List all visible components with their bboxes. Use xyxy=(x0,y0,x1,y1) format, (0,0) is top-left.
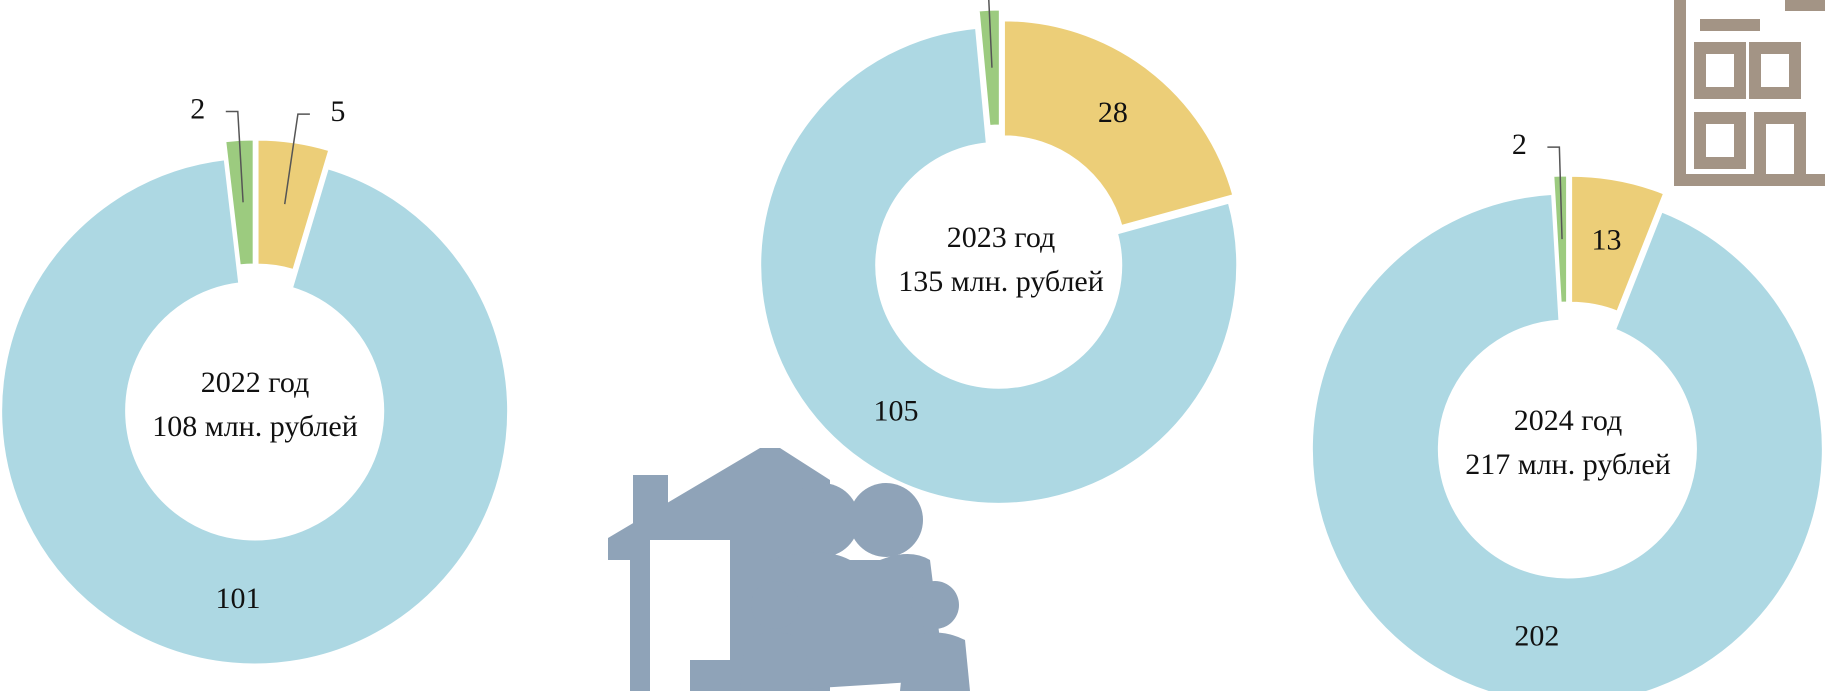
donut-slice xyxy=(0,157,511,667)
donut-slice xyxy=(1309,191,1825,691)
leader-line xyxy=(283,113,310,205)
donut-slice xyxy=(255,137,332,273)
center-label: 2023 год xyxy=(947,221,1055,254)
family-icon xyxy=(608,448,970,691)
donut-slice xyxy=(976,7,1002,129)
center-label: 2024 год xyxy=(1514,404,1622,437)
center-label: 135 млн. рублей xyxy=(898,265,1104,298)
data-label: 28 xyxy=(1098,96,1128,129)
leader-line xyxy=(1547,146,1563,240)
building-icon xyxy=(1674,0,1825,186)
center-label: 2022 год xyxy=(201,366,309,399)
donut-slice xyxy=(1551,173,1570,305)
data-label: 202 xyxy=(1514,619,1559,652)
donut-slice xyxy=(223,137,256,268)
data-label: 101 xyxy=(216,582,261,615)
leader-line xyxy=(988,0,993,68)
data-label: 5 xyxy=(330,95,345,128)
data-label: 105 xyxy=(874,395,919,428)
donut-slice xyxy=(1001,18,1236,229)
leader-line xyxy=(225,110,244,203)
data-label: 2 xyxy=(190,92,205,125)
center-label: 108 млн. рублей xyxy=(152,410,358,443)
donut-slice xyxy=(758,25,1240,506)
center-label: 217 млн. рублей xyxy=(1465,448,1671,481)
donut-slice xyxy=(1569,173,1667,315)
data-label: 2 xyxy=(1512,128,1527,161)
data-label: 13 xyxy=(1592,224,1622,257)
